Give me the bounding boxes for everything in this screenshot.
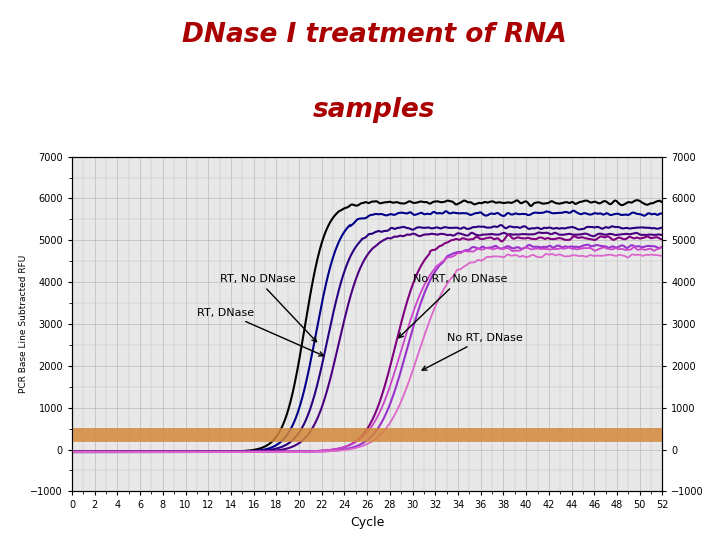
Text: samples: samples [313, 97, 436, 123]
Text: No RT, No DNase: No RT, No DNase [399, 274, 507, 338]
X-axis label: Cycle: Cycle [350, 516, 384, 529]
Text: No RT, DNase: No RT, DNase [422, 333, 523, 370]
Y-axis label: PCR Base Line Subtracted RFU: PCR Base Line Subtracted RFU [19, 255, 27, 393]
Text: RT, No DNase: RT, No DNase [220, 274, 317, 342]
Text: DNase I treatment of RNA: DNase I treatment of RNA [182, 22, 567, 48]
Text: RT, DNase: RT, DNase [197, 308, 323, 356]
